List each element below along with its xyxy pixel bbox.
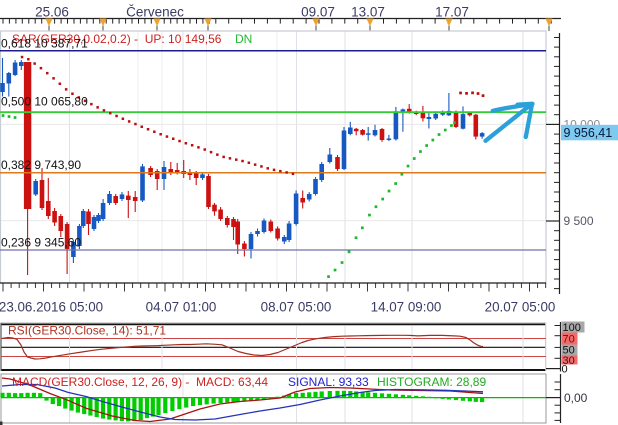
svg-text:HISTOGRAM: 28,89: HISTOGRAM: 28,89 <box>377 375 486 389</box>
svg-text:09.07: 09.07 <box>301 5 335 20</box>
svg-text:RSI(GER30.Close, 14): 51,71: RSI(GER30.Close, 14): 51,71 <box>8 324 166 338</box>
svg-text:20.07 05:00: 20.07 05:00 <box>485 300 556 315</box>
svg-text:14.07 09:00: 14.07 09:00 <box>371 300 442 315</box>
svg-text:DN: DN <box>235 32 252 46</box>
svg-text:SIGNAL: 93,33: SIGNAL: 93,33 <box>288 375 369 389</box>
svg-text:17.07: 17.07 <box>435 5 469 20</box>
svg-text:30: 30 <box>563 355 575 367</box>
svg-text:9 956,41: 9 956,41 <box>564 126 613 140</box>
svg-text:0,00: 0,00 <box>564 391 588 405</box>
svg-text:13.07: 13.07 <box>351 5 385 20</box>
svg-text:50: 50 <box>563 345 575 357</box>
svg-text:0,500 10 065,80: 0,500 10 065,80 <box>1 95 88 109</box>
svg-text:9 500: 9 500 <box>564 214 594 228</box>
svg-text:0,382 9 743,90: 0,382 9 743,90 <box>1 158 81 172</box>
svg-text:23.06.2016 05:00: 23.06.2016 05:00 <box>0 300 103 315</box>
svg-text:0: 0 <box>562 364 568 376</box>
svg-text:04.07 01:00: 04.07 01:00 <box>146 300 217 315</box>
svg-text:70: 70 <box>563 333 575 345</box>
svg-text:25.06: 25.06 <box>35 5 69 20</box>
svg-text:08.07 05:00: 08.07 05:00 <box>261 300 332 315</box>
svg-text:0,236 9 345,60: 0,236 9 345,60 <box>1 236 81 250</box>
svg-text:SAR(GER30,0.02,0.2) - UP: 10: SAR(GER30,0.02,0.2) - UP: 10 149,56 <box>12 32 222 46</box>
svg-text:0,618 10 387,71: 0,618 10 387,71 <box>1 37 88 51</box>
svg-text:Červenec: Červenec <box>126 5 184 20</box>
svg-text:MACD(GER30.Close, 12, 26, 9) -: MACD(GER30.Close, 12, 26, 9) - MACD: 63,… <box>12 375 268 389</box>
svg-text:100: 100 <box>563 322 581 334</box>
